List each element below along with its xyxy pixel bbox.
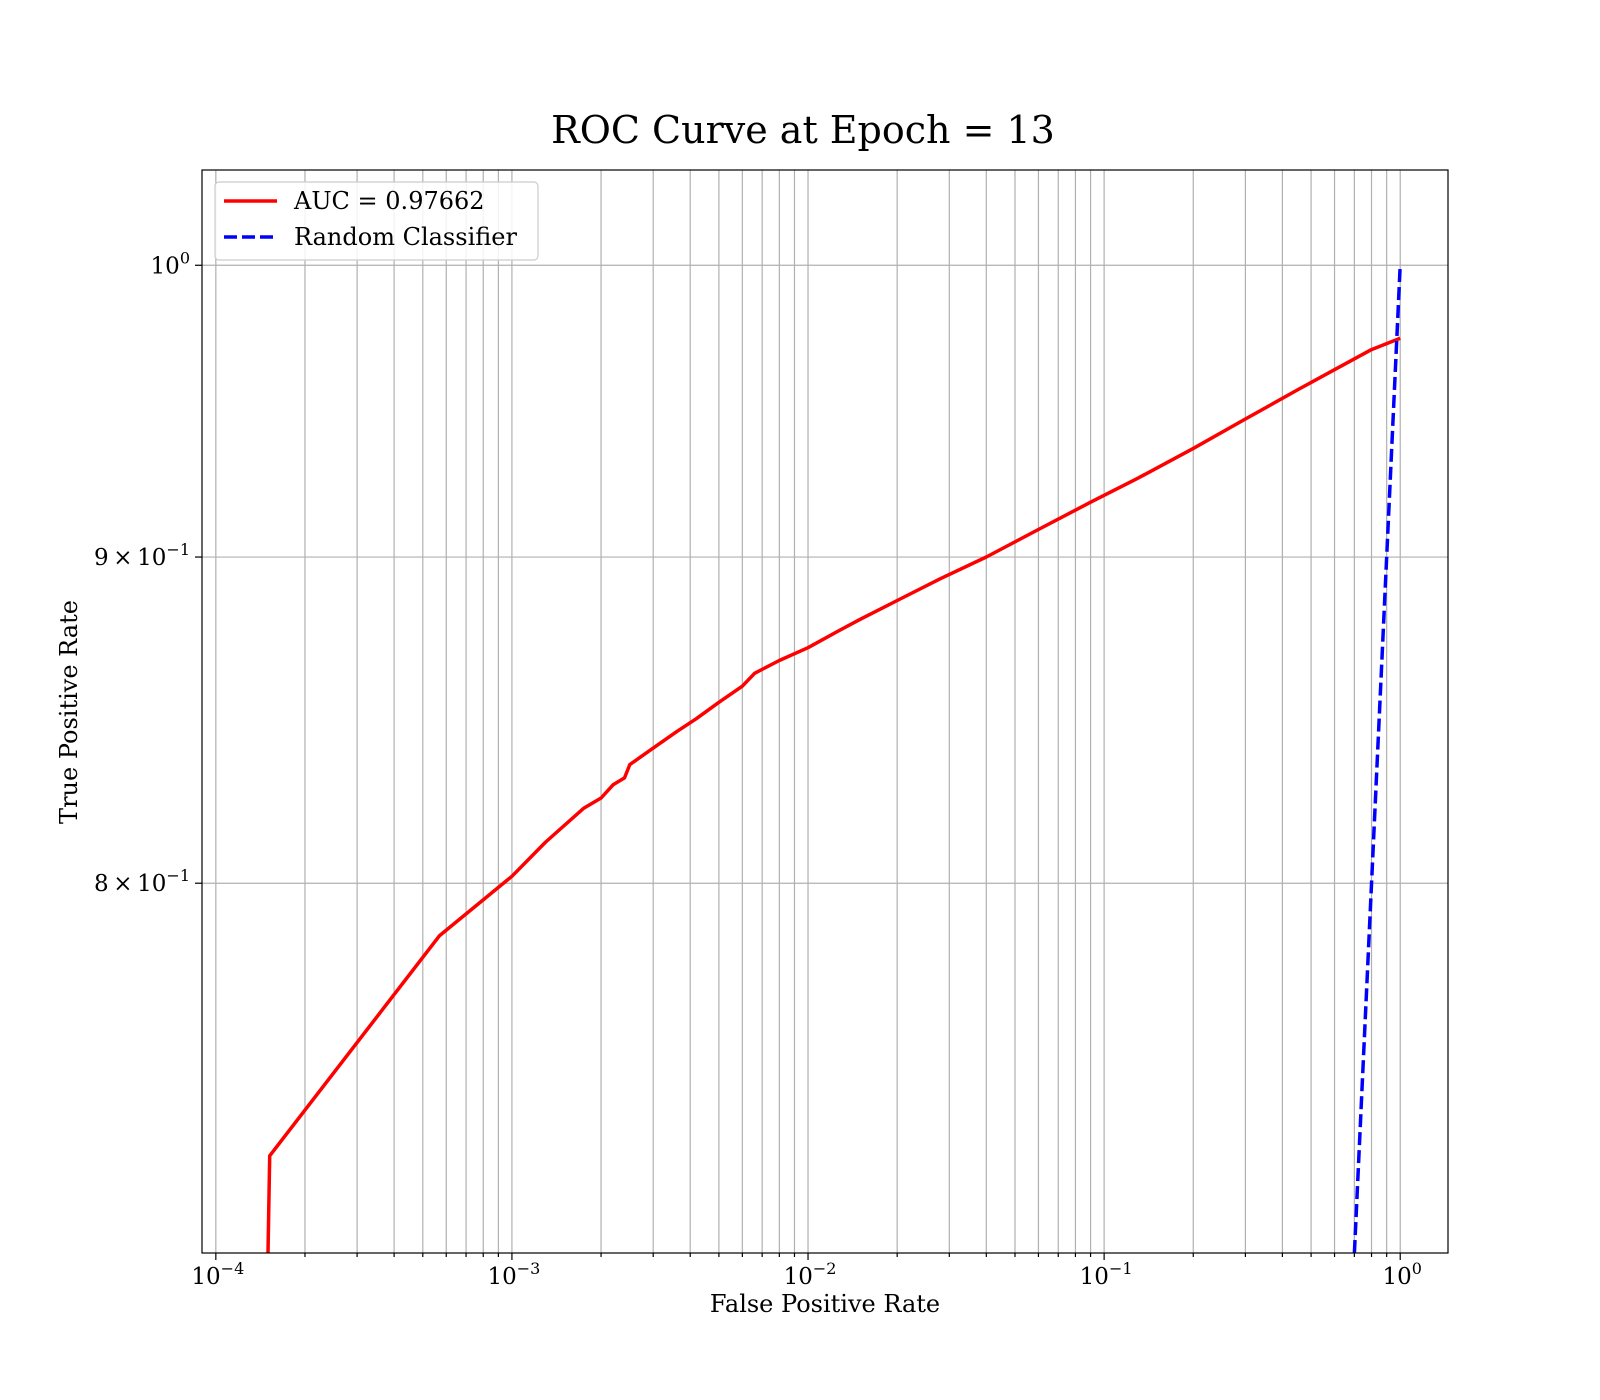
legend: AUC = 0.97662 Random Classifier [214, 181, 539, 261]
x-tick-label: 10−2 [784, 1259, 837, 1290]
random-classifier-line [1352, 265, 1402, 1253]
x-axis-label: False Positive Rate [710, 1290, 940, 1318]
legend-label-auc: AUC = 0.97662 [293, 187, 485, 215]
legend-label-random-classifier: Random Classifier [294, 223, 517, 251]
roc-curve-line [266, 336, 1401, 1253]
gridlines [202, 170, 1448, 1253]
plot-lines [266, 265, 1402, 1253]
y-tick-label: 100 [151, 248, 190, 279]
x-tick-label: 10−3 [487, 1259, 540, 1290]
x-tick-label: 10−4 [191, 1259, 244, 1290]
plot-frame [201, 169, 1449, 1254]
y-tick-label: 9 × 10−1 [94, 540, 190, 571]
x-tick-label: 10−1 [1080, 1259, 1133, 1290]
legend-frame [214, 181, 539, 261]
chart-title: ROC Curve at Epoch = 13 [551, 108, 1055, 152]
axis-ticks: 8 × 10−1 9 × 10−1 100 10−4 10−3 10−2 10−1 100 [94, 248, 1422, 1290]
y-tick-label: 8 × 10−1 [94, 866, 190, 897]
x-tick-label: 100 [1382, 1259, 1421, 1290]
y-axis-label: True Positive Rate [55, 600, 83, 824]
